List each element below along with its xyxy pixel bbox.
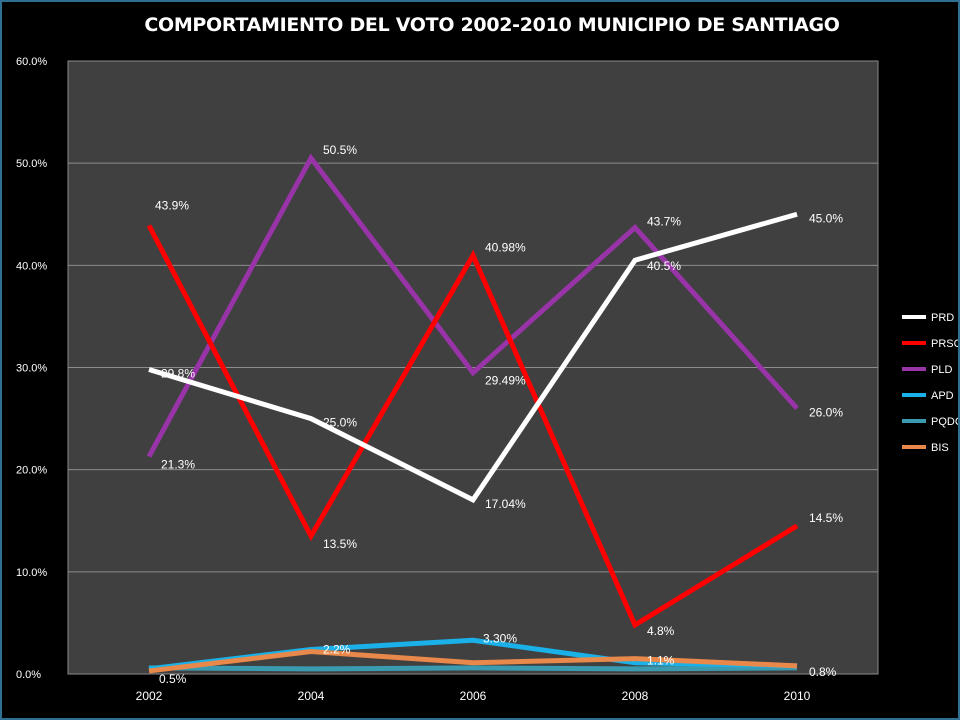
- data-label-prsc: 40.98%: [485, 240, 526, 254]
- data-label-apd: 3.30%: [483, 631, 517, 645]
- data-label-prd: 29.8%: [161, 367, 195, 381]
- data-label-pld: 26.0%: [809, 405, 843, 419]
- x-tick-label: 2008: [622, 689, 649, 703]
- legend-label-pqdc: PQDC: [931, 416, 958, 428]
- legend-label-prsc: PRSC: [931, 338, 958, 350]
- series-line-pqdc: [148, 665, 798, 672]
- series-group: [146, 153, 799, 674]
- series-line-pld: [146, 153, 799, 458]
- data-label-prd: 25.0%: [323, 416, 357, 430]
- chart-title: COMPORTAMIENTO DEL VOTO 2002-2010 MUNICI…: [144, 14, 840, 36]
- gridlines: [68, 60, 878, 675]
- legend-label-apd: APD: [931, 390, 954, 402]
- series-line-prd: [148, 211, 798, 504]
- legend-label-bis: BIS: [931, 442, 949, 454]
- data-label-pld: 43.7%: [647, 215, 681, 229]
- data-label-pld: 50.5%: [323, 143, 357, 157]
- data-label-prsc: 14.5%: [809, 511, 843, 525]
- x-tick-label: 2010: [784, 689, 811, 703]
- y-tick-label: 60.0%: [16, 56, 47, 68]
- series-line-prsc: [146, 224, 799, 629]
- data-labels: 29.8% 25.0% 17.04% 40.5% 45.0% 43.9% 13.5% 40.9…: [155, 143, 843, 686]
- y-tick-label: 40.0%: [16, 260, 47, 272]
- data-label-pld: 21.3%: [161, 457, 195, 471]
- legend: PRD PRSC PLD APD PQDC BIS: [902, 312, 958, 454]
- data-label-prsc: 43.9%: [155, 198, 189, 212]
- legend-label-pld: PLD: [931, 364, 952, 376]
- y-tick-label: 20.0%: [16, 465, 47, 477]
- x-tick-label: 2002: [136, 689, 163, 703]
- data-label-bis: 0.5%: [159, 672, 187, 686]
- y-tick-label: 0.0%: [16, 669, 41, 681]
- x-axis: 2002 2004 2006 2008 2010: [136, 689, 811, 703]
- series-line-bis: [148, 649, 798, 674]
- data-label-prsc: 4.8%: [647, 624, 675, 638]
- y-axis: 0.0% 10.0% 20.0% 30.0% 40.0% 50.0% 60.0%: [16, 56, 47, 681]
- data-label-bis: 0.8%: [809, 665, 837, 679]
- data-label-prd: 40.5%: [647, 259, 681, 273]
- data-label-bis: 2.2%: [323, 643, 351, 657]
- data-label-prd: 45.0%: [809, 211, 843, 225]
- y-tick-label: 30.0%: [16, 363, 47, 375]
- data-label-bis: 1.1%: [647, 654, 675, 668]
- data-label-prd: 17.04%: [485, 497, 526, 511]
- data-label-prsc: 13.5%: [323, 537, 357, 551]
- y-tick-label: 50.0%: [16, 158, 47, 170]
- x-tick-label: 2004: [298, 689, 325, 703]
- data-label-pld: 29.49%: [485, 374, 526, 388]
- y-tick-label: 10.0%: [16, 567, 47, 579]
- legend-label-prd: PRD: [931, 312, 954, 324]
- x-tick-label: 2006: [460, 689, 487, 703]
